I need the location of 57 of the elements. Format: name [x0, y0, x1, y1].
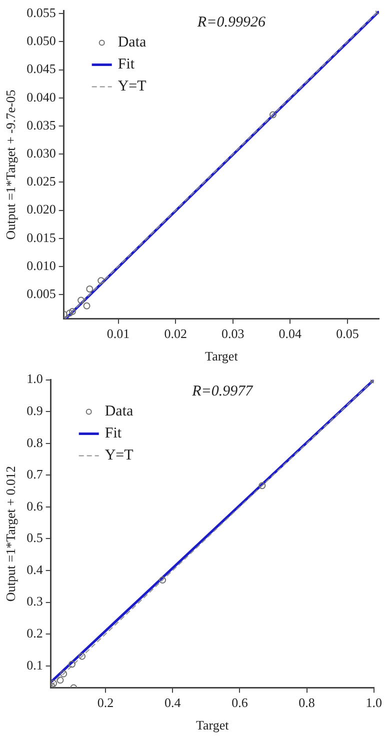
legend-label: Y=T	[118, 78, 146, 95]
x-tick-label: 0.4	[164, 695, 182, 710]
y-tick-label: 0.030	[26, 146, 56, 161]
point	[78, 652, 86, 660]
point	[66, 310, 74, 317]
y-axis-title: Output =1*Target + 0.012	[3, 466, 18, 602]
point	[50, 680, 58, 687]
legend-label: Fit	[118, 56, 136, 73]
y-tick-label: 0.8	[26, 434, 43, 450]
y-axis-title: Output =1*Target + -9.7e-05	[3, 90, 18, 240]
x-tick-label: 0.02	[164, 326, 187, 342]
legend-label: Y=T	[104, 448, 134, 464]
y-tick-label: 0.015	[26, 230, 56, 245]
point	[68, 660, 76, 668]
x-tick-label: 0.04	[278, 326, 302, 342]
y-tick-label: 0.040	[26, 89, 56, 104]
annotation: R=0.9977	[191, 384, 254, 400]
y-tick-label: 0.010	[26, 258, 56, 273]
point	[159, 576, 166, 584]
point	[83, 302, 90, 310]
y-tick-label: 0.6	[26, 498, 44, 514]
y-tick-label: 1.0	[26, 371, 43, 386]
legend-label: Data	[104, 404, 134, 420]
y-tick-label: 0.050	[26, 33, 56, 48]
y-tick-label: 0.035	[26, 117, 56, 132]
x-axis-title: Target	[205, 348, 238, 364]
y-tick-label: 0.2	[26, 626, 43, 641]
y-tick-label: 0.005	[26, 286, 56, 302]
x-tick-label: 0.6	[232, 695, 248, 710]
y-tick-label: 0.055	[26, 5, 56, 20]
y-tick-label: 0.020	[26, 202, 56, 217]
y-tick-label: 0.045	[26, 61, 56, 76]
legend-label: Data	[118, 34, 147, 51]
y-tick-label: 0.1	[26, 657, 43, 672]
y-tick-label: 0.9	[26, 403, 43, 418]
x-axis-title: Target	[196, 718, 230, 733]
y-tick-label: 0.025	[26, 174, 56, 189]
y-tick-label: 0.7	[26, 466, 44, 482]
y-tick-label: 0.5	[26, 530, 43, 546]
x-tick-label: 0.2	[97, 695, 114, 710]
x-tick-label: 0.03	[222, 326, 244, 342]
x-tick-label: 0.01	[106, 326, 130, 342]
legend-label: Fit	[104, 426, 122, 442]
y-tick-label: 0.3	[26, 594, 43, 609]
x-tick-label: 0.05	[336, 326, 359, 342]
annotation: R=0.99926	[196, 14, 266, 31]
point	[68, 308, 76, 315]
point	[98, 277, 105, 284]
point	[269, 111, 276, 118]
point	[78, 296, 85, 304]
point	[60, 670, 68, 678]
point	[56, 676, 64, 684]
point	[258, 482, 266, 490]
x-tick-label: 0.8	[298, 695, 315, 710]
point	[86, 286, 94, 293]
y-tick-label: 0.4	[26, 562, 44, 577]
x-tick-label: 1.0	[366, 695, 382, 710]
